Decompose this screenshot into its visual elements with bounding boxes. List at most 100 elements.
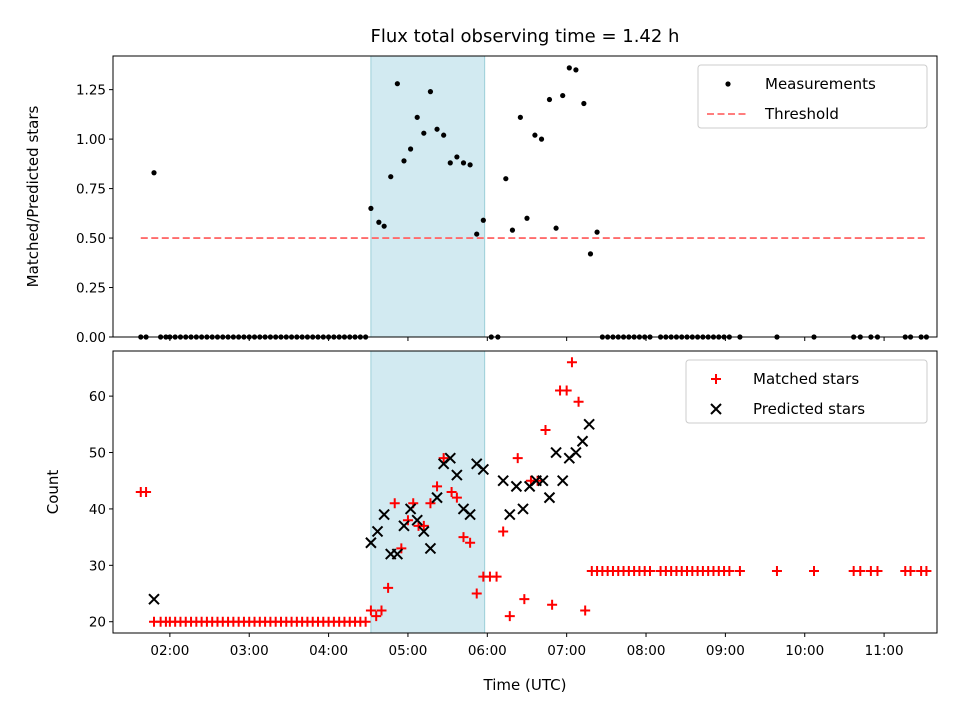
- measurement-point: [546, 96, 553, 103]
- y-tick-label: 0.50: [76, 231, 106, 247]
- matched-stars-point: [438, 453, 449, 464]
- measurement-point: [381, 223, 387, 229]
- y-tick-label: 0.75: [76, 182, 106, 198]
- measurement-point: [441, 132, 447, 138]
- x-tick-label: 04:00: [309, 643, 348, 659]
- measurement-point: [407, 146, 414, 152]
- y-tick-label: 30: [89, 558, 106, 574]
- predicted-stars-point: [576, 435, 589, 447]
- bottom-panel: 20 30 40 50 60 02:00 03:00 04:00 05:00 06:00 07:00…: [44, 350, 938, 659]
- matched-stars-point: [724, 565, 735, 576]
- legend-marker-matched: [711, 374, 721, 384]
- predicted-stars-point: [371, 525, 384, 538]
- measurement-point: [517, 114, 523, 120]
- x-tick-label: 05:00: [388, 643, 427, 659]
- measurement-point: [394, 81, 400, 87]
- matched-stars-point: [519, 594, 530, 605]
- predicted-stars-point: [510, 480, 523, 493]
- matched-stars-point: [491, 571, 502, 582]
- measurement-point: [474, 231, 480, 237]
- x-tick-label: 09:00: [706, 643, 745, 659]
- predicted-stars-point: [404, 503, 417, 515]
- predicted-stars-point: [497, 475, 509, 487]
- y-tick-label: 40: [89, 502, 106, 518]
- measurement-point: [581, 100, 587, 107]
- y-tick-label: 1.25: [76, 83, 106, 99]
- predicted-stars-point: [556, 475, 569, 487]
- top-panel: 0.00 0.25 0.50 0.75 1.00 1.25 Matched/Predicte…: [24, 55, 938, 346]
- matched-stars-point: [360, 616, 371, 627]
- predicted-stars-point: [365, 537, 377, 549]
- predicted-stars-point: [504, 508, 516, 521]
- measurement-point: [532, 132, 538, 138]
- measurement-point: [388, 174, 394, 180]
- predicted-stars-point: [537, 475, 549, 487]
- matched-stars-point: [141, 487, 152, 497]
- measurement-point: [460, 160, 467, 166]
- matched-stars-point: [371, 611, 382, 622]
- matched-stars-point: [580, 605, 591, 616]
- top-chart-title: Flux total observing time = 1.42 h: [371, 26, 680, 47]
- predicted-stars-point: [570, 446, 582, 459]
- observing-window-span: [370, 351, 485, 633]
- matched-stars-point: [872, 565, 883, 576]
- matched-stars-point: [458, 532, 469, 543]
- predicted-stars-point: [378, 508, 390, 521]
- y-tick-label: 0.25: [76, 281, 106, 297]
- matched-stars-point: [905, 565, 916, 576]
- measurement-point: [524, 215, 530, 221]
- legend-marker-predicted: [710, 403, 722, 415]
- predicted-stars-point: [517, 503, 529, 515]
- measurement-point: [434, 126, 440, 132]
- measurement-point: [538, 136, 545, 142]
- x-tick-label: 06:00: [468, 643, 507, 659]
- measurement-point: [151, 170, 157, 176]
- matched-stars-point: [432, 481, 443, 492]
- y-axis-label: Count: [44, 470, 62, 515]
- predicted-stars-point: [424, 542, 437, 555]
- x-tick-label: 07:00: [547, 643, 586, 659]
- matched-stars-point: [389, 498, 400, 509]
- predicted-stars-point: [148, 593, 160, 605]
- legend-label: Matched stars: [753, 370, 859, 388]
- matched-stars-point: [365, 605, 376, 616]
- measurement-point: [467, 162, 473, 168]
- predicted-stars-point: [464, 508, 476, 521]
- predicted-stars-point: [444, 452, 456, 464]
- predicted-stars-point: [411, 514, 423, 526]
- y-tick-label: 60: [89, 389, 106, 405]
- measurement-point: [376, 219, 382, 225]
- measurement-point: [427, 89, 434, 95]
- measurement-point: [587, 251, 594, 257]
- matched-stars-point: [573, 396, 584, 407]
- matched-stars-point: [465, 537, 476, 548]
- measurement-point: [573, 67, 579, 73]
- measurement-point: [560, 92, 566, 99]
- legend-box: [685, 359, 928, 424]
- legend-marker-measurements: [725, 81, 731, 87]
- matched-stars-point: [383, 582, 394, 593]
- y-tick-label: 20: [89, 615, 106, 631]
- measurement-point: [447, 160, 453, 166]
- measurement-point: [421, 130, 427, 136]
- matched-stars-point: [771, 565, 782, 576]
- plot-frame: [112, 350, 938, 634]
- measurement-point: [414, 114, 420, 120]
- measurement-point: [480, 217, 486, 223]
- measurement-point: [553, 225, 559, 231]
- predicted-stars-point: [391, 548, 404, 560]
- predicted-stars-point: [418, 525, 430, 538]
- matched-stars-point: [446, 487, 457, 497]
- predicted-stars-point: [477, 463, 490, 476]
- observing-window-span: [370, 56, 485, 337]
- x-tick-label: 02:00: [150, 643, 189, 659]
- x-tick-label: 03:00: [230, 643, 269, 659]
- matched-stars-point: [540, 424, 551, 435]
- predicted-stars-point: [398, 520, 410, 532]
- matched-stars-point: [418, 520, 429, 531]
- matched-stars-point: [855, 565, 866, 576]
- matched-stars-point: [644, 565, 655, 576]
- measurement-point: [368, 205, 374, 211]
- measurement-point: [509, 227, 516, 233]
